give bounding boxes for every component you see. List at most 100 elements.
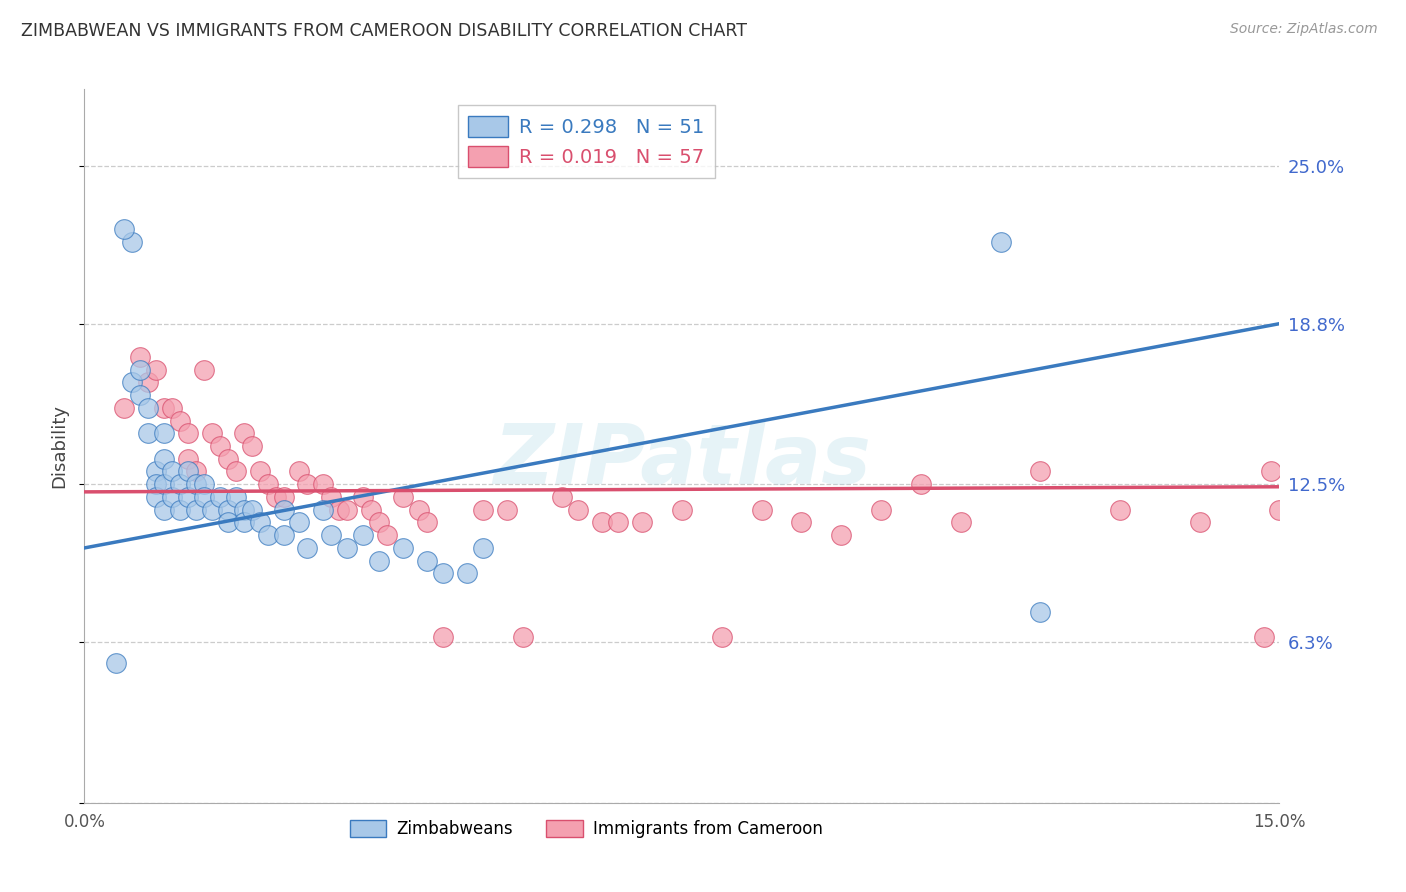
Point (273, 502, 295, 516)
Point (160, 490, 183, 504)
Text: ZIMBABWEAN VS IMMIGRANTS FROM CAMEROON DISABILITY CORRELATION CHART: ZIMBABWEAN VS IMMIGRANTS FROM CAMEROON D… (21, 22, 747, 40)
Point (607, 516, 630, 530)
Point (990, 235, 1012, 249)
Point (352, 528, 374, 542)
Point (145, 362, 167, 376)
Point (177, 490, 200, 504)
Point (551, 490, 574, 504)
Point (512, 630, 534, 644)
Point (297, 541, 319, 555)
Point (256, 528, 278, 542)
Point (177, 465, 200, 479)
Point (112, 401, 135, 415)
Point (312, 477, 335, 491)
Point (273, 528, 295, 542)
Point (751, 502, 773, 516)
Point (416, 554, 439, 568)
Point (392, 490, 415, 504)
Point (288, 465, 311, 479)
Point (177, 451, 200, 466)
Point (368, 554, 391, 568)
Point (240, 502, 263, 516)
Point (184, 502, 207, 516)
Point (225, 490, 247, 504)
Point (153, 426, 176, 441)
Point (232, 502, 254, 516)
Point (432, 566, 454, 581)
Point (1253, 630, 1275, 644)
Point (297, 477, 319, 491)
Point (153, 477, 176, 491)
Text: Source: ZipAtlas.com: Source: ZipAtlas.com (1230, 22, 1378, 37)
Point (105, 656, 128, 670)
Point (169, 477, 191, 491)
Point (217, 502, 239, 516)
Point (256, 477, 278, 491)
Point (456, 566, 478, 581)
Point (288, 516, 311, 530)
Text: ZIPatlas: ZIPatlas (494, 420, 870, 500)
Point (790, 516, 813, 530)
Point (312, 502, 335, 516)
Point (201, 502, 224, 516)
Point (1109, 502, 1132, 516)
Point (471, 541, 494, 555)
Point (375, 528, 398, 542)
Point (249, 516, 271, 530)
Legend: Zimbabweans, Immigrants from Cameroon: Zimbabweans, Immigrants from Cameroon (343, 813, 830, 845)
Point (910, 477, 932, 491)
Point (408, 502, 430, 516)
Point (225, 465, 247, 479)
Point (129, 388, 152, 402)
Point (136, 401, 159, 415)
Point (169, 502, 191, 516)
Point (1029, 465, 1052, 479)
Point (1029, 605, 1052, 619)
Point (249, 465, 271, 479)
Point (208, 490, 231, 504)
Point (416, 516, 439, 530)
Point (177, 426, 200, 441)
Point (336, 541, 359, 555)
Point (671, 502, 693, 516)
Point (217, 451, 239, 466)
Point (145, 477, 167, 491)
Point (193, 362, 215, 376)
Point (240, 439, 263, 453)
Point (153, 502, 176, 516)
Point (321, 490, 343, 504)
Point (830, 528, 852, 542)
Point (136, 426, 159, 441)
Point (121, 376, 143, 390)
Point (949, 516, 972, 530)
Point (870, 502, 893, 516)
Point (160, 401, 183, 415)
Point (217, 516, 239, 530)
Point (360, 502, 382, 516)
Point (710, 630, 733, 644)
Point (471, 502, 494, 516)
Point (567, 502, 589, 516)
Point (273, 490, 295, 504)
Point (1268, 502, 1291, 516)
Point (145, 465, 167, 479)
Point (1260, 465, 1282, 479)
Point (153, 451, 176, 466)
Point (321, 528, 343, 542)
Point (201, 426, 224, 441)
Point (136, 376, 159, 390)
Point (631, 516, 654, 530)
Point (153, 401, 176, 415)
Point (264, 490, 287, 504)
Y-axis label: Disability: Disability (51, 404, 69, 488)
Point (1188, 516, 1211, 530)
Point (193, 490, 215, 504)
Point (591, 516, 613, 530)
Point (112, 222, 135, 236)
Point (208, 439, 231, 453)
Point (432, 630, 454, 644)
Point (232, 426, 254, 441)
Point (392, 541, 415, 555)
Point (193, 477, 215, 491)
Point (160, 465, 183, 479)
